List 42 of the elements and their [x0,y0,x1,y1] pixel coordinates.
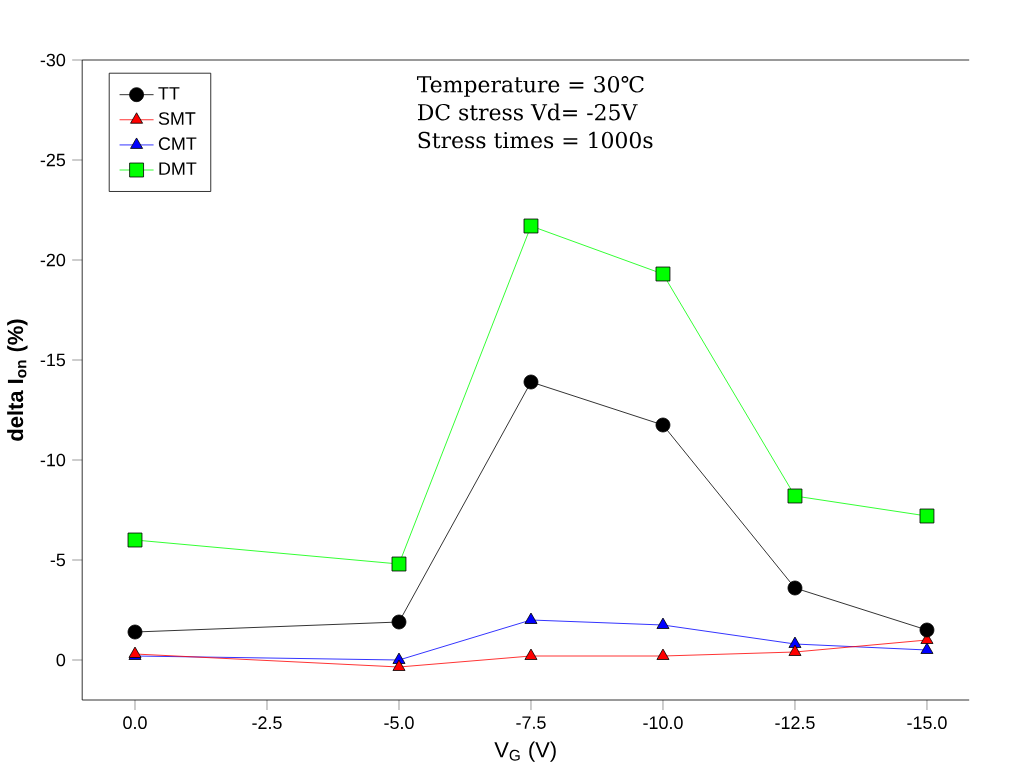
point [656,648,670,660]
point [524,612,538,624]
point [392,659,406,671]
annotation: DC stress Vd= -25V [417,103,638,121]
legend-label: SMT [158,112,196,125]
point [919,508,935,524]
x-axis-title: V$_{G}$ (V) [494,741,556,762]
y-tick-label: -5 [50,553,66,567]
point [391,556,407,572]
text: delta I$_{on}$ (%) [7,319,28,441]
point [655,417,671,433]
point [920,642,934,654]
point [655,266,671,282]
point [127,532,143,548]
x-tick-label: -15.0 [907,716,947,730]
point [919,622,935,638]
point [656,617,670,629]
y-tick-label: -20 [40,253,66,267]
x-tick-label: -2.5 [252,716,282,730]
y-tick-label: 0 [56,653,66,667]
y-tick-label: -15 [40,353,66,367]
y-tick-label: -10 [40,453,66,467]
point [788,644,802,656]
point [523,374,539,390]
x-tick-label: -7.5 [516,716,546,729]
annotation: Temperature = 30℃ [416,76,644,97]
point [523,218,539,234]
point [787,580,803,596]
y-tick-label: -25 [40,153,66,167]
legend-label: CMT [158,137,197,151]
x-tick-label: -10.0 [643,716,683,730]
point [391,614,407,630]
point [127,624,143,640]
legend-label: TT [158,87,180,100]
x-tick-label: 0.0 [123,716,147,730]
x-tick-label: -12.5 [775,716,815,730]
legend-label: DMT [159,162,197,175]
y-tick-label: -30 [40,53,66,67]
point [787,488,803,504]
x-tick-label: -5.0 [384,716,414,730]
point [524,648,538,660]
annotation: Stress times = 1000s [418,131,653,149]
